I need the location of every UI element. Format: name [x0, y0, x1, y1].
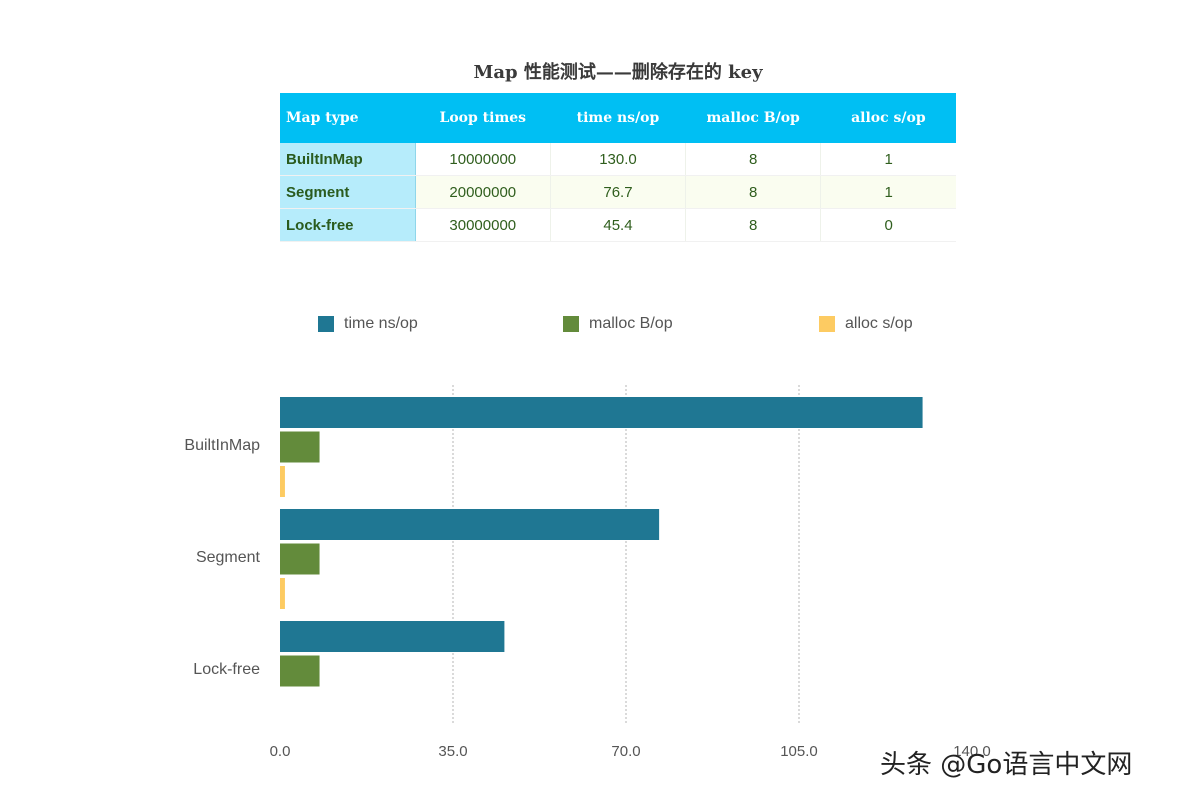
- bar-malloc-segment: [280, 543, 320, 575]
- benchmark-table: Map type Loop times time ns/op malloc B/…: [280, 93, 956, 242]
- table-header-row: Map type Loop times time ns/op malloc B/…: [280, 93, 956, 143]
- y-category-label: BuiltInMap: [184, 437, 260, 454]
- x-tick-label: 35.0: [438, 743, 467, 760]
- x-tick-label: 140.0: [953, 743, 991, 760]
- y-category-label: Segment: [196, 549, 261, 566]
- cell-alloc: 1: [820, 143, 956, 176]
- bar-time-segment: [280, 509, 660, 540]
- cell-map-type: Segment: [280, 175, 416, 209]
- cell-alloc: 0: [820, 208, 956, 242]
- legend-swatch-time: [318, 316, 334, 332]
- table-row: BuiltInMap 10000000 130.0 8 1: [280, 143, 956, 176]
- y-category-label: Lock-free: [193, 661, 260, 678]
- legend-label-alloc: alloc s/op: [845, 315, 913, 332]
- header-loop-times: Loop times: [415, 93, 551, 143]
- cell-malloc: 8: [685, 175, 822, 209]
- cell-malloc: 8: [685, 208, 822, 242]
- table-title: Map 性能测试——删除存在的 key: [473, 62, 763, 83]
- x-tick-label: 0.0: [270, 743, 291, 760]
- header-time: time ns/op: [550, 93, 686, 143]
- cell-loop-times: 30000000: [415, 208, 551, 242]
- bar-malloc-builtinmap: [280, 431, 320, 463]
- cell-malloc: 8: [685, 143, 822, 176]
- cell-map-type: Lock-free: [280, 208, 416, 242]
- legend-item-time: time ns/op: [318, 315, 418, 333]
- bar-time-builtinmap: [280, 397, 923, 428]
- header-alloc: alloc s/op: [820, 93, 956, 143]
- legend-swatch-alloc: [819, 316, 835, 332]
- legend-label-time: time ns/op: [344, 315, 418, 332]
- cell-loop-times: 20000000: [415, 175, 551, 209]
- cell-time: 45.4: [550, 208, 687, 242]
- cell-loop-times: 10000000: [415, 143, 551, 176]
- cell-alloc: 1: [820, 175, 956, 209]
- legend-swatch-malloc: [563, 316, 579, 332]
- x-tick-label: 105.0: [780, 743, 818, 760]
- cell-time: 130.0: [550, 143, 687, 176]
- legend-label-malloc: malloc B/op: [589, 315, 673, 332]
- table-row: Lock-free 30000000 45.4 8 0: [280, 208, 956, 242]
- cell-time: 76.7: [550, 175, 687, 209]
- bar-time-lock-free: [280, 621, 505, 652]
- x-tick-label: 70.0: [611, 743, 640, 760]
- table-row: Segment 20000000 76.7 8 1: [280, 175, 956, 209]
- header-malloc: malloc B/op: [685, 93, 821, 143]
- bar-chart: 0.0 35.0 70.0 105.0 140.0 BuiltInMap Segment Lo…: [184, 385, 991, 760]
- bar-malloc-lock-free: [280, 655, 320, 687]
- bar-alloc-builtinmap: [280, 466, 285, 497]
- legend-item-malloc: malloc B/op: [563, 315, 673, 333]
- bar-alloc-segment: [280, 578, 285, 609]
- watermark: 头条 @Go语言中文网: [880, 750, 1133, 780]
- cell-map-type: BuiltInMap: [280, 143, 416, 176]
- header-map-type: Map type: [280, 93, 416, 143]
- legend-item-alloc: alloc s/op: [819, 315, 913, 333]
